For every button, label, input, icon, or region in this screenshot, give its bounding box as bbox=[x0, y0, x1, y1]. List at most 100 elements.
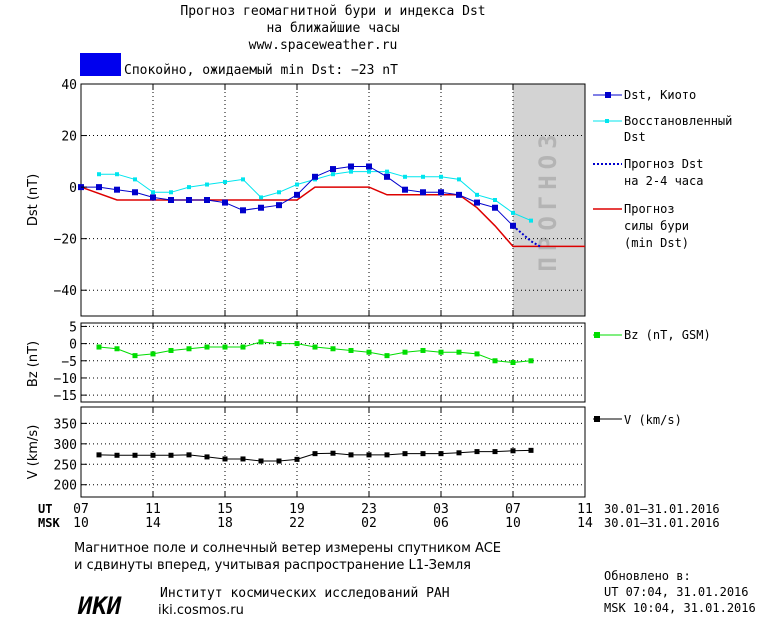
restored-dst-point bbox=[529, 218, 533, 223]
iki-logo: ИКИ bbox=[77, 592, 122, 620]
msk-tick-label: 14 bbox=[145, 516, 161, 531]
legend-bz-label: Bz (nT, GSM) bbox=[624, 328, 711, 342]
legend-bz-marker bbox=[594, 332, 600, 338]
restored-dst-point bbox=[97, 172, 101, 177]
kyoto-dst-point bbox=[114, 186, 120, 193]
solar-wind-speed-point bbox=[492, 449, 498, 455]
legend-restored-label-1: Восстановленный bbox=[624, 114, 732, 128]
solar-wind-speed-point bbox=[330, 450, 336, 456]
restored-dst-point bbox=[259, 195, 263, 200]
legend-forecast-label-1: Прогноз Dst bbox=[624, 157, 703, 171]
restored-dst-point bbox=[223, 179, 227, 184]
kyoto-dst-point bbox=[294, 191, 300, 198]
bz-ytick-label: 0 bbox=[69, 338, 77, 353]
msk-tick-label: 14 bbox=[577, 516, 593, 531]
kyoto-dst-point bbox=[366, 163, 372, 170]
kyoto-dst-point bbox=[96, 184, 102, 191]
msk-tick-label: 10 bbox=[505, 516, 521, 531]
legend-v-marker bbox=[594, 416, 600, 422]
restored-dst-point bbox=[187, 185, 191, 190]
restored-dst-point bbox=[511, 210, 515, 215]
updated-ut: UT 07:04, 31.01.2016 bbox=[604, 585, 749, 599]
bz-point bbox=[348, 347, 354, 353]
restored-dst-point bbox=[277, 190, 281, 195]
solar-wind-speed-point bbox=[474, 449, 480, 455]
solar-wind-speed-point bbox=[438, 451, 444, 457]
solar-wind-speed-point bbox=[348, 452, 354, 458]
restored-dst-point bbox=[331, 172, 335, 177]
legend-v-label: V (km/s) bbox=[624, 413, 682, 427]
solar-wind-speed-point bbox=[312, 451, 318, 457]
dst-ytick-label: 20 bbox=[61, 130, 77, 145]
ut-tick-label: 11 bbox=[145, 502, 161, 517]
bz-point bbox=[438, 349, 444, 355]
restored-dst-point bbox=[385, 169, 389, 174]
solar-wind-speed-point bbox=[96, 452, 102, 458]
restored-dst-point bbox=[295, 182, 299, 187]
source-url: www.spaceweather.ru bbox=[249, 38, 398, 53]
legend-dst-label: Dst, Киото bbox=[624, 88, 696, 102]
solar-wind-speed-point bbox=[132, 452, 138, 458]
kyoto-dst-point bbox=[510, 222, 516, 229]
bz-frame bbox=[80, 322, 586, 403]
msk-date-range: 30.01–31.01.2016 bbox=[604, 516, 720, 530]
dst-ytick-label: −40 bbox=[54, 284, 77, 299]
legend-restored-marker bbox=[605, 119, 609, 123]
updated-label: Обновлено в: bbox=[604, 569, 691, 583]
restored-dst-point bbox=[241, 177, 245, 182]
solar-wind-speed-point bbox=[510, 448, 516, 454]
ut-date-range: 30.01–31.01.2016 bbox=[604, 502, 720, 516]
solar-wind-speed-point bbox=[186, 452, 192, 458]
bz-point bbox=[384, 353, 390, 359]
ut-tick-label: 03 bbox=[433, 502, 449, 517]
restored-dst-point bbox=[133, 177, 137, 182]
bz-point bbox=[186, 346, 192, 352]
forecast-zone-label: ПРОГНОЗ bbox=[534, 128, 562, 271]
kyoto-dst-point bbox=[384, 173, 390, 180]
kyoto-dst-point bbox=[132, 189, 138, 196]
restored-dst-point bbox=[457, 177, 461, 182]
msk-tick-label: 22 bbox=[289, 516, 305, 531]
kyoto-dst-point bbox=[474, 199, 480, 206]
restored-dst-point bbox=[115, 172, 119, 177]
dst-ytick-label: 40 bbox=[61, 78, 77, 93]
ut-tick-label: 07 bbox=[73, 502, 89, 517]
msk-label: MSK bbox=[38, 516, 60, 530]
solar-wind-speed-point bbox=[528, 447, 534, 453]
restored-dst-point bbox=[439, 174, 443, 179]
bz-point bbox=[474, 351, 480, 357]
bz-point bbox=[204, 344, 210, 350]
status-color-box bbox=[80, 53, 121, 76]
bz-ytick-label: 5 bbox=[69, 320, 77, 335]
bz-ytick-label: −15 bbox=[54, 389, 77, 404]
bz-point bbox=[294, 341, 300, 347]
bz-point bbox=[276, 341, 282, 347]
bz-point bbox=[168, 347, 174, 353]
v-ytick-label: 200 bbox=[54, 479, 77, 494]
kyoto-dst-point bbox=[402, 186, 408, 193]
restored-dst-point bbox=[493, 198, 497, 202]
v-ytick-label: 350 bbox=[54, 417, 77, 432]
bz-point bbox=[150, 351, 156, 357]
bz-ytick-label: −5 bbox=[61, 355, 77, 370]
dst-panel: ПРОГНОЗ 40 20 0 −20 −40 Dst (nT) bbox=[26, 78, 586, 317]
solar-wind-speed-point bbox=[240, 456, 246, 462]
bz-point bbox=[258, 339, 264, 345]
storm-forecast-line bbox=[80, 186, 585, 248]
solar-wind-speed-point bbox=[402, 451, 408, 457]
restored-dst-point bbox=[169, 190, 173, 195]
ut-label: UT bbox=[38, 502, 52, 516]
dst-axis-label: Dst (nT) bbox=[26, 174, 41, 226]
chart-title-line2: на ближайшие часы bbox=[266, 21, 399, 36]
solar-wind-speed-point bbox=[384, 452, 390, 458]
bz-point bbox=[330, 346, 336, 352]
kyoto-dst-point bbox=[222, 199, 228, 206]
kyoto-dst-point bbox=[168, 197, 174, 203]
solar-wind-speed-point bbox=[168, 452, 174, 458]
dst-frame bbox=[80, 83, 586, 317]
bz-point bbox=[402, 349, 408, 355]
restored-dst-point bbox=[475, 192, 479, 197]
bz-point bbox=[132, 353, 138, 359]
restored-dst-point bbox=[421, 174, 425, 179]
